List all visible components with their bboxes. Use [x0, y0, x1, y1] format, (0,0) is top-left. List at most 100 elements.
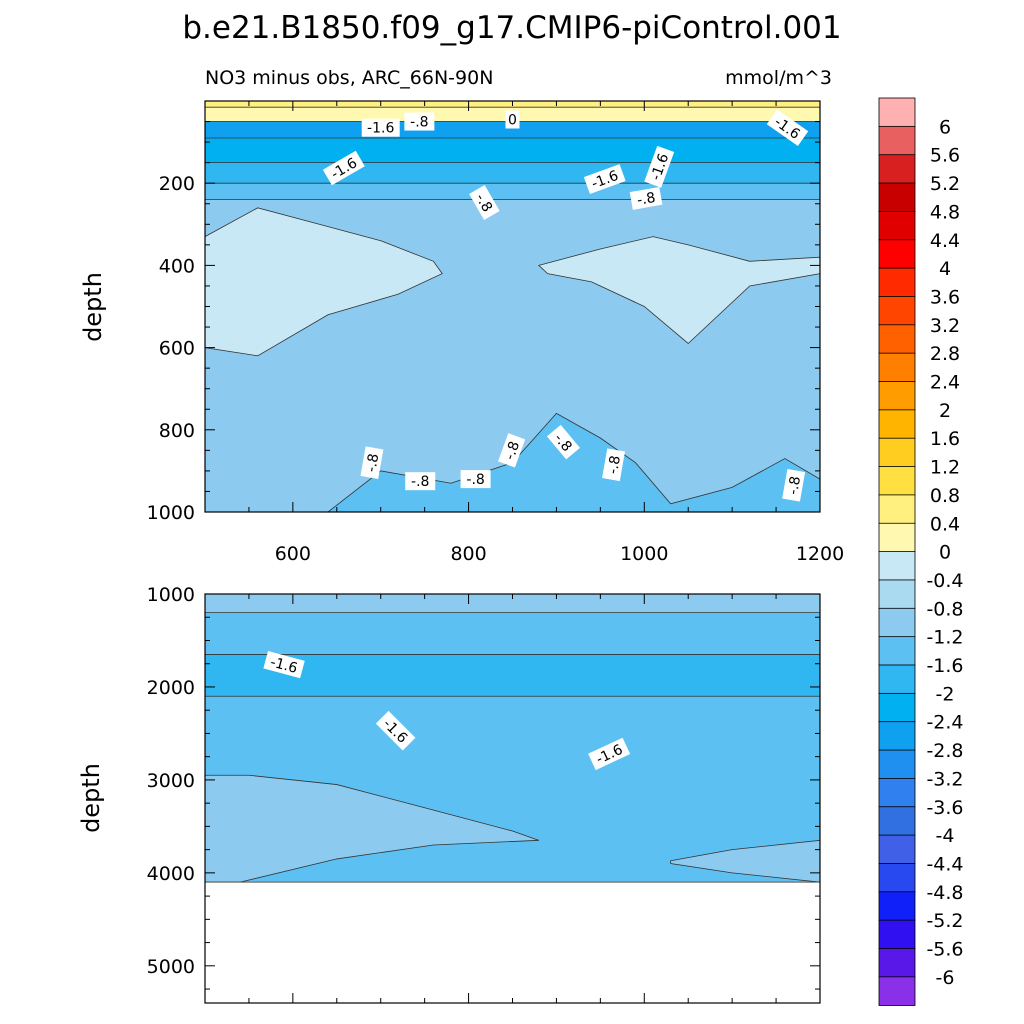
- colorbar-swatch: [878, 154, 916, 184]
- top-contour-label-bg: [404, 112, 435, 131]
- colorbar-label: 4: [939, 258, 951, 280]
- colorbar-label: 3.2: [930, 315, 960, 337]
- colorbar-swatch: [878, 579, 916, 610]
- top-contour-label-bg: [360, 446, 384, 480]
- top-contour-label-bg: [766, 109, 809, 146]
- colorbar-swatch: [878, 863, 916, 893]
- colorbar-swatch: [878, 778, 916, 808]
- top-y-tick-label: 600: [159, 338, 195, 360]
- bottom-y-tick-label: 5000: [147, 956, 195, 978]
- top-contour-label: -.8: [498, 433, 526, 468]
- colorbar: 6 5.6 5.2 4.8 4.4 4 3.6 3.2 2.8 2.4 2 1.6 1.2 0.8 0.4 0…: [878, 97, 964, 1006]
- top-contour-label: 0: [505, 110, 520, 129]
- top-y-tick-label: 1000: [147, 502, 195, 524]
- bottom-contour-label: -1.6: [263, 651, 305, 679]
- colorbar-label: 0: [939, 542, 951, 564]
- bottom-y-axis-label: depth: [77, 763, 105, 833]
- top-contour-label-text: -.8: [636, 190, 657, 209]
- colorbar-label: -2.4: [926, 712, 963, 734]
- colorbar-label: -2: [936, 683, 955, 705]
- colorbar-swatch: [878, 948, 916, 978]
- colorbar-label: -3.6: [926, 797, 963, 819]
- top-contour-label-bg: [782, 468, 806, 502]
- colorbar-label: 2.4: [930, 372, 960, 394]
- colorbar-swatch: [878, 692, 916, 723]
- top-subtitle: NO3 minus obs, ARC_66N-90N: [205, 67, 493, 89]
- bottom-y-tick-label: 3000: [147, 770, 195, 792]
- top-contour-label-bg: [629, 186, 663, 210]
- colorbar-swatch: [878, 607, 916, 638]
- colorbar-swatch: [878, 522, 916, 553]
- colorbar-swatch: [878, 267, 916, 298]
- colorbar-label: -2.8: [926, 740, 963, 762]
- top-contour-label-text: -.8: [472, 191, 495, 215]
- colorbar-label: -4: [936, 825, 955, 847]
- bottom-contour-label-text: -1.6: [269, 654, 300, 677]
- colorbar-swatch: [878, 806, 916, 836]
- bottom-no-data-area: [205, 882, 820, 1003]
- top-contour-label-bg: [498, 433, 526, 468]
- colorbar-label: 0.8: [930, 485, 960, 507]
- top-contour-label: -.8: [469, 185, 500, 221]
- colorbar-label: 1.6: [930, 428, 960, 450]
- colorbar-label: -4.4: [926, 853, 963, 875]
- top-contour-label-text: 0: [508, 112, 517, 128]
- colorbar-label: -6: [936, 967, 955, 989]
- bottom-band: [205, 612, 820, 655]
- colorbar-swatch: [878, 919, 916, 950]
- colorbar-label: -5.6: [926, 939, 963, 961]
- colorbar-swatch: [878, 494, 916, 524]
- colorbar-swatch: [878, 381, 916, 411]
- top-contour-label: -.8: [782, 468, 806, 502]
- top-contour-label-text: -.8: [605, 454, 624, 475]
- colorbar-label: 2: [939, 400, 951, 422]
- top-band: [205, 183, 820, 200]
- top-contour-label-text: -.8: [363, 452, 382, 473]
- top-contour-label-text: -.8: [502, 439, 523, 462]
- top-contour-label: -.8: [405, 472, 436, 491]
- colorbar-label: -5.2: [926, 910, 963, 932]
- top-contour-label-bg: [602, 448, 626, 482]
- bottom-contour-label-bg: [588, 737, 631, 771]
- top-x-tick-label: 1200: [796, 543, 844, 565]
- colorbar-swatch: [878, 976, 916, 1006]
- units-label: mmol/m^3: [725, 67, 832, 89]
- colorbar-label: 4.8: [930, 201, 960, 223]
- colorbar-label: -4.8: [926, 882, 963, 904]
- top-contour-label-text: -.8: [410, 115, 428, 131]
- top-x-tick-label: 800: [450, 543, 486, 565]
- top-contour-label-text: -.8: [785, 475, 804, 496]
- colorbar-swatch: [878, 239, 916, 269]
- colorbar-swatch: [878, 125, 916, 156]
- colorbar-swatch: [878, 409, 916, 439]
- colorbar-swatch: [878, 551, 916, 581]
- bottom-band: [205, 594, 820, 613]
- top-band: [205, 162, 820, 184]
- top-contour-label-bg: [583, 164, 626, 195]
- bottom-y-tick-label: 4000: [147, 863, 195, 885]
- bottom-y-tick-label: 2000: [147, 677, 195, 699]
- top-band: [205, 121, 820, 138]
- colorbar-label: 5.6: [930, 145, 960, 167]
- colorbar-swatch: [878, 352, 916, 383]
- colorbar-swatch: [878, 749, 916, 780]
- top-contour-label-bg: [505, 110, 520, 129]
- colorbar-swatch: [878, 182, 916, 213]
- colorbar-swatch: [878, 437, 916, 468]
- top-contour-label-text: -.8: [411, 474, 429, 490]
- top-panel: NO3 minus obs, ARC_66N-90N mmol/m^3 dept…: [79, 67, 844, 565]
- top-contour-label-bg: [361, 118, 400, 137]
- top-contour-label-bg: [546, 424, 580, 460]
- colorbar-label: -0.8: [926, 598, 963, 620]
- top-y-tick-label: 800: [159, 420, 195, 442]
- top-contour-label: -.8: [360, 446, 384, 480]
- top-y-tick-label: 400: [159, 255, 195, 277]
- colorbar-label: -1.2: [926, 627, 963, 649]
- colorbar-swatch: [878, 834, 916, 865]
- top-contour-label: -.8: [460, 470, 491, 489]
- colorbar-swatch: [878, 664, 916, 695]
- top-contour-label: -.8: [629, 186, 663, 210]
- top-contour-label: -.8: [404, 112, 435, 131]
